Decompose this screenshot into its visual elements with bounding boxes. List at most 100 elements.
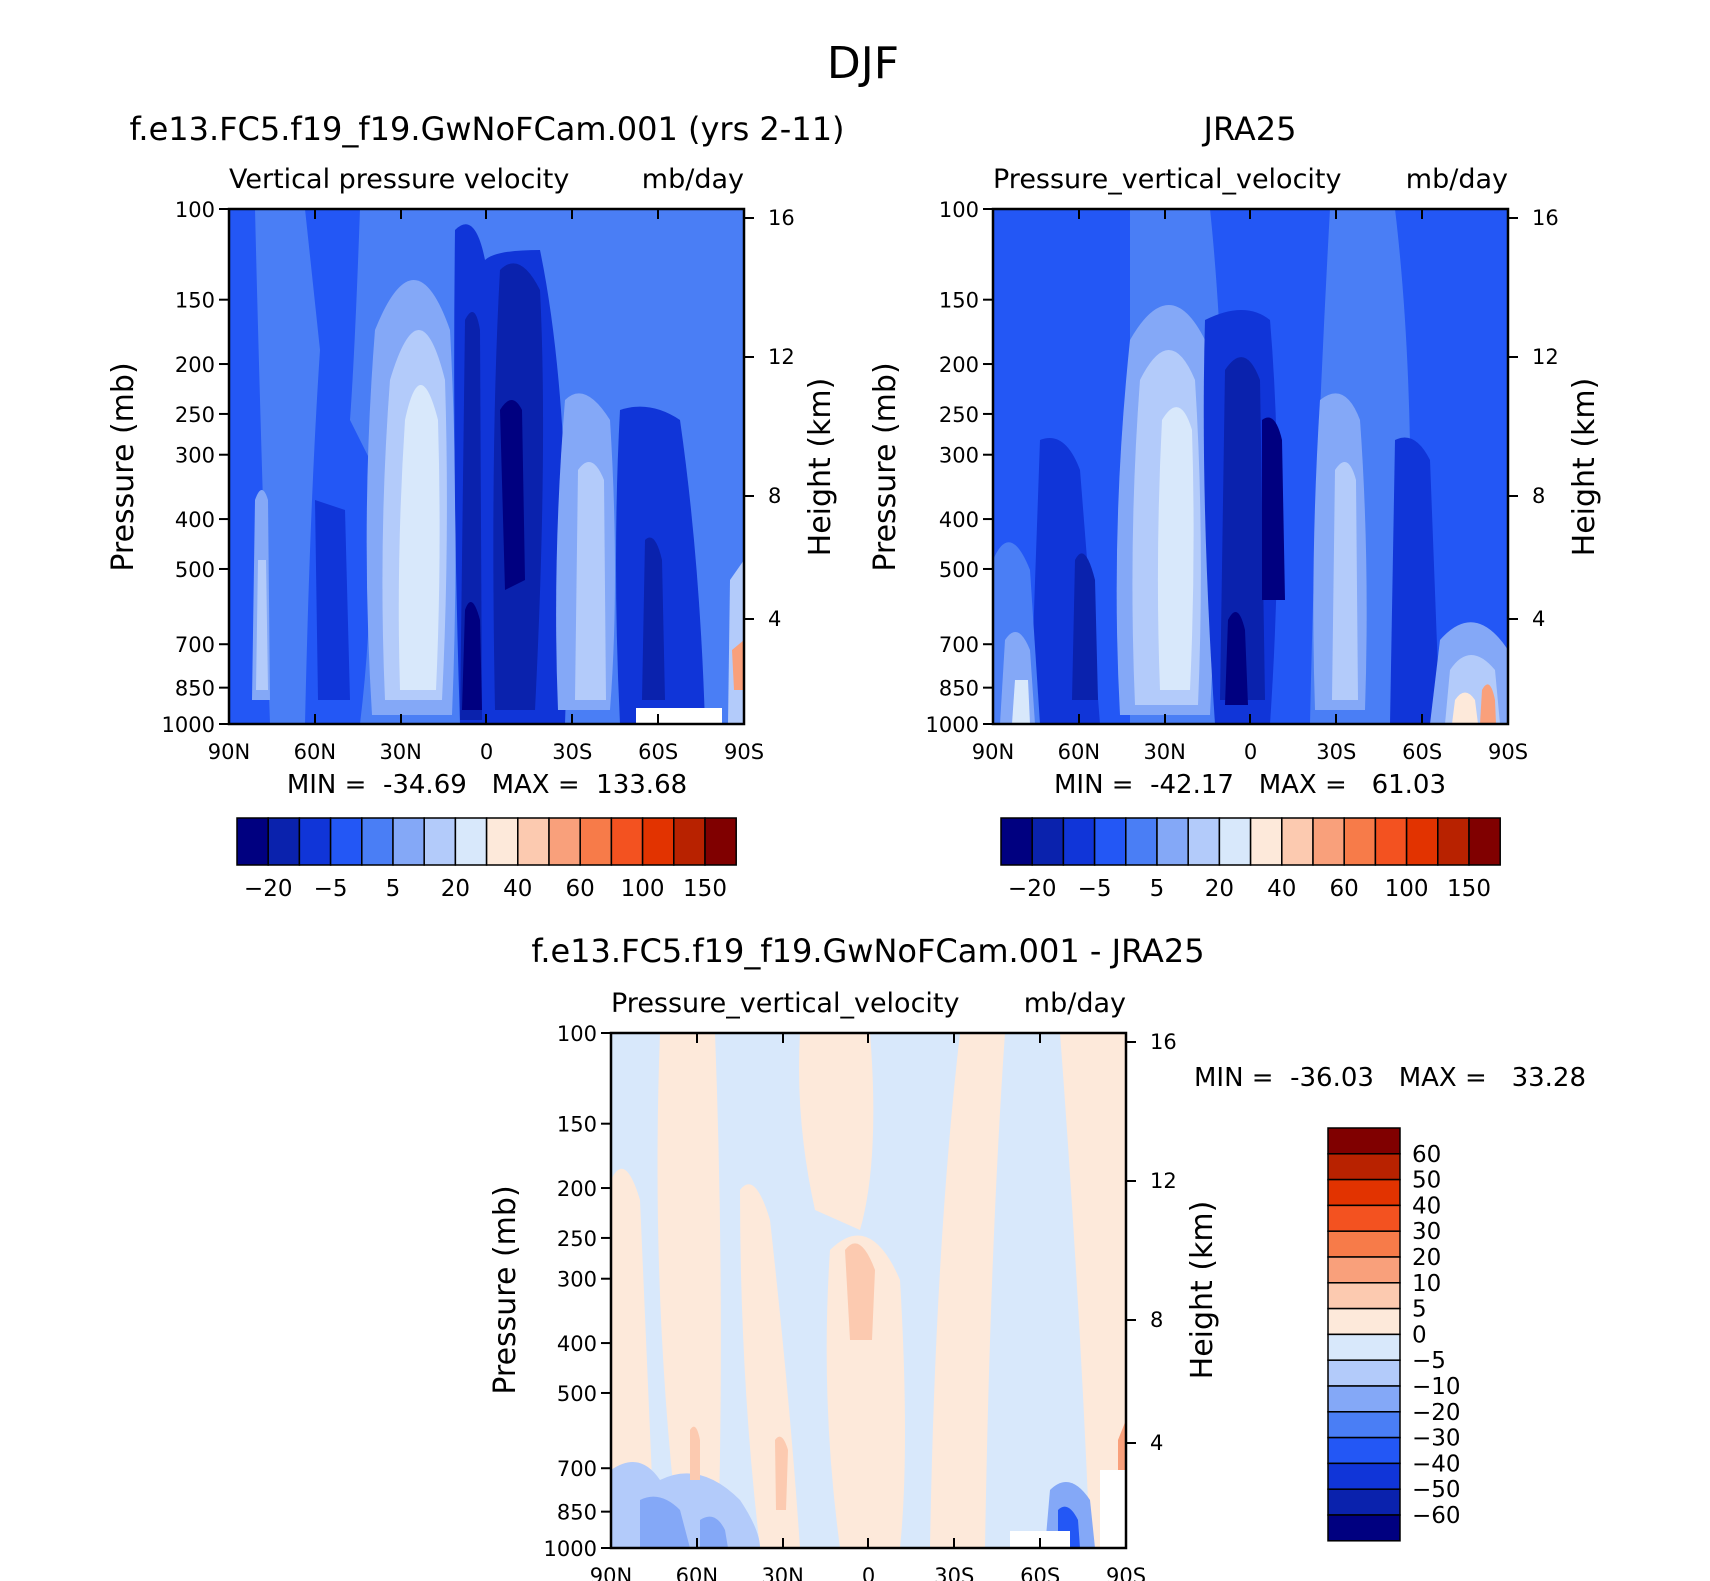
figure-title: DJF: [827, 38, 899, 89]
y2-tick-label: 4: [1150, 1431, 1163, 1455]
contour-region: [690, 1426, 700, 1480]
contour-region: [1060, 1033, 1126, 1548]
colorbar-label: −20: [1008, 876, 1057, 902]
contour-region: [1390, 437, 1440, 724]
x-tick-label: 90S: [1106, 1564, 1146, 1581]
min-max-label: MIN = -34.69 MAX = 133.68: [287, 770, 687, 800]
x-tick-label: 90S: [1488, 740, 1528, 764]
colorbar-label: 100: [1385, 876, 1429, 902]
colorbar-swatch: [1187, 817, 1221, 866]
colorbar-swatch: [1249, 817, 1283, 866]
y-axis-ticks: 100 150 200 250 300 400 500 700 850 1000 16 12 8 4 90N…: [926, 198, 1559, 764]
colorbar-label: 150: [1447, 876, 1491, 902]
colorbar-label: −60: [1412, 1503, 1461, 1529]
y-axis-label: Pressure (mb): [868, 362, 903, 571]
contour-region: [642, 537, 665, 700]
y-tick-label: 500: [557, 1382, 597, 1406]
x-tick-label: 90N: [972, 740, 1014, 764]
y2-tick-label: 16: [1532, 206, 1559, 230]
colorbar-label: 60: [1330, 876, 1359, 902]
y2-tick-label: 8: [1150, 1308, 1163, 1332]
x-tick-label: 60S: [1402, 740, 1442, 764]
colorbar-label: 40: [1412, 1193, 1441, 1219]
colorbar-label: 5: [386, 876, 401, 902]
y2-tick-label: 4: [768, 607, 781, 631]
contour-region: [1452, 692, 1478, 724]
colorbar-label: 20: [1412, 1245, 1441, 1271]
colorbar-swatch: [236, 817, 269, 866]
axis-ticks: [1078, 209, 1423, 724]
colorbar-swatch: [1327, 1282, 1401, 1310]
colorbar-swatch: [1327, 1488, 1401, 1516]
panel-subtitle-units: mb/day: [642, 164, 744, 195]
x-tick-label: 60N: [294, 740, 336, 764]
y-tick-label: 1000: [926, 713, 979, 737]
colorbar-swatch: [548, 817, 581, 866]
contour-region: [1220, 357, 1265, 700]
x-tick-label: 0: [1244, 740, 1257, 764]
y-tick-label: 200: [557, 1177, 597, 1201]
colorbar-swatch: [267, 817, 301, 866]
colorbar-swatch: [517, 817, 550, 866]
contour-region: [1262, 417, 1285, 600]
x-tick-label: 90N: [590, 1564, 632, 1581]
colorbar-label: 10: [1412, 1271, 1441, 1297]
contour-region: [1332, 462, 1358, 700]
x-tick-label: 60N: [1058, 740, 1100, 764]
y-tick-label: 850: [939, 677, 979, 701]
y2-tick-label: 16: [1150, 1030, 1177, 1054]
contour-region: [1118, 1420, 1126, 1480]
panel-subtitle-units: mb/day: [1406, 164, 1508, 195]
contour-field: [229, 209, 744, 724]
contour-region: [256, 560, 268, 690]
y-tick-label: 500: [939, 558, 979, 582]
colorbar-swatch: [1327, 1333, 1401, 1361]
colorbar: −20 −5 5 20 40 60 100 150: [236, 817, 737, 902]
colorbar-swatch: [329, 817, 363, 866]
contour-region: [657, 1033, 721, 1548]
colorbar-swatch: [1093, 817, 1127, 866]
colorbar-label: −5: [314, 876, 348, 902]
colorbar-label: 60: [1412, 1142, 1441, 1168]
contour-region: [398, 385, 440, 690]
contour-region: [640, 1496, 690, 1548]
colorbar-label: 100: [621, 876, 665, 902]
axis-ticks: [314, 209, 659, 724]
colorbar-label: −40: [1412, 1451, 1461, 1477]
y2-axis-label: Height (km): [1567, 378, 1602, 557]
y-axis-ticks: 100 150 200 250 300 400 500 700 850 1000 16 12 8 4 90N…: [544, 1022, 1177, 1581]
y-tick-label: 700: [939, 633, 979, 657]
contour-region: [500, 400, 525, 590]
y-tick-label: 200: [175, 353, 215, 377]
y-tick-label: 200: [939, 353, 979, 377]
colorbar-label: 5: [1412, 1297, 1427, 1323]
colorbar-swatch: [1156, 817, 1189, 866]
y-tick-label: 850: [175, 677, 215, 701]
x-tick-label: 60N: [676, 1564, 718, 1581]
contour-region: [1480, 684, 1496, 724]
panel-title: JRA25: [1202, 110, 1297, 148]
panel-title: f.e13.FC5.f19_f19.GwNoFCam.001 - JRA25: [531, 932, 1204, 970]
x-tick-label: 30N: [1143, 740, 1185, 764]
colorbar-swatch: [1327, 1153, 1401, 1181]
colorbar-swatch: [1327, 1411, 1401, 1439]
x-tick-label: 0: [862, 1564, 875, 1581]
x-tick-label: 30S: [934, 1564, 974, 1581]
colorbar-swatch: [423, 817, 457, 866]
x-tick-label: 0: [480, 740, 493, 764]
y-tick-label: 300: [939, 444, 979, 468]
y-tick-label: 150: [939, 289, 979, 313]
y2-tick-label: 12: [1532, 345, 1559, 369]
x-tick-label: 30S: [552, 740, 592, 764]
y-tick-label: 700: [557, 1457, 597, 1481]
colorbar-swatch: [1327, 1436, 1401, 1465]
colorbar-label: 20: [1205, 876, 1234, 902]
colorbar-swatch: [1327, 1307, 1401, 1336]
panel-subtitle-variable: Pressure_vertical_velocity: [611, 988, 960, 1019]
panel-title: f.e13.FC5.f19_f19.GwNoFCam.001 (yrs 2-11…: [129, 110, 844, 148]
contour-region: [575, 462, 606, 700]
colorbar-swatch: [454, 817, 488, 866]
contour-region: [826, 1235, 905, 1548]
